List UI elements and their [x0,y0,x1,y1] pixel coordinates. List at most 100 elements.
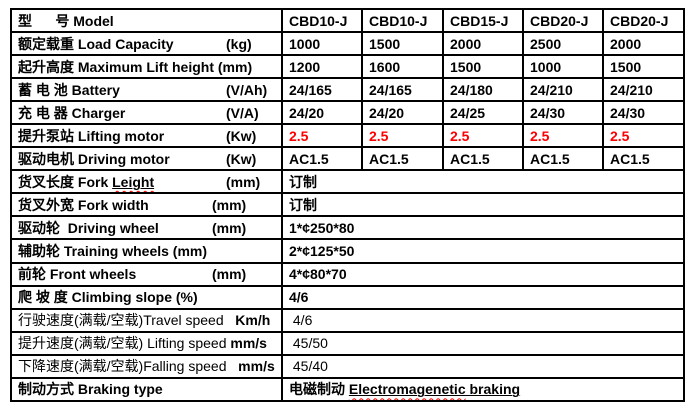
braking-type-value: 电磁制动 Electromagenetic braking [281,376,685,403]
row-battery-label: 蓄 电 池 Battery (V/Ah) [10,77,283,103]
lifting-motor-value: 2.5 [442,123,524,149]
lift-height-value: 1500 [602,54,685,80]
row-charger: 充 电 器 Charger (V/A) 24/20 24/20 24/25 24/… [10,100,685,126]
row-lifting-motor: 提升泵站 Lifting motor (Kw) 2.5 2.5 2.5 2.5 2… [10,123,685,149]
charger-value: 24/30 [522,100,604,126]
row-falling-speed: 下降速度(满载/空载)Falling speed mm/s 45/40 [10,353,685,379]
driving-motor-value: AC1.5 [281,146,363,172]
row-driving-wheel: 驱动轮 Driving wheel (mm) 1*¢250*80 [10,215,685,241]
charger-value: 24/20 [361,100,444,126]
row-unit: (mm) [212,196,247,213]
row-lift-height: 起升高度 Maximum Lift height (mm) 1200 1600 … [10,54,685,80]
battery-value: 24/210 [602,77,685,103]
driving-motor-value: AC1.5 [361,146,444,172]
row-label-text: 行驶速度(满载/空载)Travel speed [18,312,236,329]
charger-value: 24/20 [281,100,363,126]
row-unit: mm/s [238,358,275,375]
row-model-label: 型 号 Model [10,7,283,34]
row-charger-label: 充 电 器 Charger (V/A) [10,100,283,126]
row-label-text: 额定载重 Load Capacity [18,35,174,52]
row-label-text: 货叉长度 Fork [18,173,113,190]
model-value: CBD20-J [522,7,604,34]
row-lifting-speed-label: 提升速度(满载/空载) Lifting speed mm/s [10,330,283,356]
front-wheels-value: 4*¢80*70 [281,261,685,287]
battery-value: 24/210 [522,77,604,103]
row-model: 型 号 Model CBD10-J CBD10-J CBD15-J CBD20-… [10,7,685,34]
row-label-text: 下降速度(满载/空载)Falling speed [18,358,239,375]
row-lifting-speed: 提升速度(满载/空载) Lifting speed mm/s 45/50 [10,330,685,356]
row-unit: Km/h [235,312,271,329]
fork-width-value: 订制 [281,192,685,218]
row-label-text: 蓄 电 池 Battery [18,81,120,98]
lift-height-value: 1200 [281,54,363,80]
load-capacity-value: 2500 [522,31,604,57]
model-value: CBD15-J [442,7,524,34]
row-unit: (mm) [212,266,247,283]
row-fork-length: 货叉长度 Fork Leight (mm) 订制 [10,169,685,195]
travel-speed-value: 4/6 [281,307,685,333]
model-value: CBD20-J [602,7,685,34]
charger-value: 24/25 [442,100,524,126]
braking-type-zh: 电磁制动 [289,381,349,398]
row-label-text: 驱动轮 Driving wheel [18,219,159,236]
driving-motor-value: AC1.5 [442,146,524,172]
row-fork-width: 货叉外宽 Fork width (mm) 订制 [10,192,685,218]
row-load-capacity: 额定载重 Load Capacity (kg) 1000 1500 2000 25… [10,31,685,57]
row-label-text: 前轮 Front wheels [18,266,137,283]
row-driving-motor-label: 驱动电机 Driving motor (Kw) [10,146,283,172]
battery-value: 24/180 [442,77,524,103]
row-unit: (V/Ah) [226,81,268,98]
row-braking-type: 制动方式 Braking type 电磁制动 Electromagenetic … [10,376,685,403]
row-label-text: 起升高度 Maximum Lift height (mm) [18,58,253,75]
row-driving-wheel-label: 驱动轮 Driving wheel (mm) [10,215,283,241]
lift-height-value: 1600 [361,54,444,80]
driving-wheel-value: 1*¢250*80 [281,215,685,241]
row-unit: (mm) [226,173,261,190]
row-lift-height-label: 起升高度 Maximum Lift height (mm) [10,54,283,80]
forklift-spec-table: 型 号 Model CBD10-J CBD10-J CBD15-J CBD20-… [10,7,685,403]
load-capacity-value: 2000 [442,31,524,57]
row-unit: (Kw) [226,127,257,144]
row-label-text: 型 号 Model [18,12,114,29]
row-travel-speed: 行驶速度(满载/空载)Travel speed Km/h 4/6 [10,307,685,333]
row-label-text: 辅助轮 Training wheels (mm) [18,242,208,259]
row-label-text: 充 电 器 Charger [18,104,126,121]
lifting-motor-value: 2.5 [281,123,363,149]
row-unit: (mm) [212,219,247,236]
row-fork-length-label: 货叉长度 Fork Leight (mm) [10,169,283,195]
driving-motor-value: AC1.5 [522,146,604,172]
climbing-slope-value: 4/6 [281,284,685,310]
row-travel-speed-label: 行驶速度(满载/空载)Travel speed Km/h [10,307,283,333]
row-training-wheels: 辅助轮 Training wheels (mm) 2*¢125*50 [10,238,685,264]
spec-table-container: 型 号 Model CBD10-J CBD10-J CBD15-J CBD20-… [10,7,685,403]
row-unit: (kg) [226,35,252,52]
row-label-text: 提升速度(满载/空载) Lifting speed [18,335,231,352]
driving-motor-value: AC1.5 [602,146,685,172]
battery-value: 24/165 [281,77,363,103]
row-braking-type-label: 制动方式 Braking type [10,376,283,403]
spellcheck-squiggle-word: Leight [112,173,155,190]
spellcheck-squiggle-word: Electromagenetic [348,381,466,398]
row-label-text: 驱动电机 Driving motor [18,150,170,167]
row-front-wheels-label: 前轮 Front wheels (mm) [10,261,283,287]
model-value: CBD10-J [361,7,444,34]
braking-type-en-rest: braking [465,381,521,398]
braking-type-en-underlined: Electromagenetic braking [349,381,520,397]
lifting-motor-value: 2.5 [522,123,604,149]
row-driving-motor: 驱动电机 Driving motor (Kw) AC1.5 AC1.5 AC1.5… [10,146,685,172]
row-battery: 蓄 电 池 Battery (V/Ah) 24/165 24/165 24/180… [10,77,685,103]
charger-value: 24/30 [602,100,685,126]
lift-height-value: 1000 [522,54,604,80]
row-training-wheels-label: 辅助轮 Training wheels (mm) [10,238,283,264]
falling-speed-value: 45/40 [281,353,685,379]
load-capacity-value: 2000 [602,31,685,57]
row-load-capacity-label: 额定载重 Load Capacity (kg) [10,31,283,57]
model-value: CBD10-J [281,7,363,34]
training-wheels-value: 2*¢125*50 [281,238,685,264]
row-climbing-slope: 爬 坡 度 Climbing slope (%) 4/6 [10,284,685,310]
row-fork-width-label: 货叉外宽 Fork width (mm) [10,192,283,218]
battery-value: 24/165 [361,77,444,103]
row-label-text: 提升泵站 Lifting motor [18,127,165,144]
row-label-text: 货叉外宽 Fork width [18,196,149,213]
misspelled-word-wrap: Leight [112,174,154,190]
